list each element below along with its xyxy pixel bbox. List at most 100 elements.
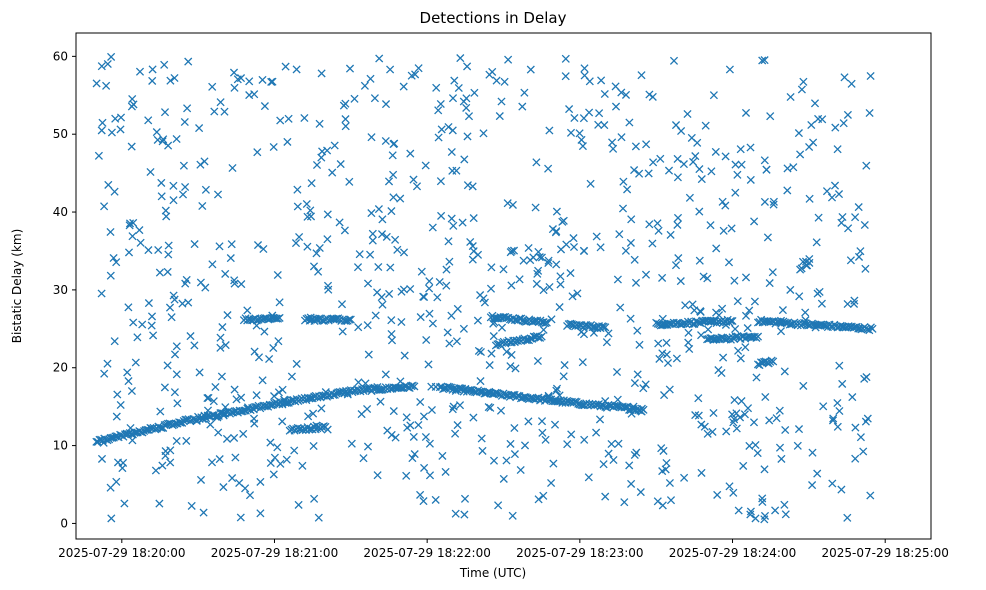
clutter-point — [801, 308, 810, 317]
clutter-point — [621, 246, 630, 255]
clutter-point — [135, 226, 144, 235]
clutter-point — [550, 420, 560, 429]
clutter-point — [107, 52, 116, 61]
track-point — [396, 383, 405, 392]
track-point — [588, 323, 597, 332]
clutter-point — [706, 221, 715, 230]
clutter-point — [149, 331, 158, 340]
clutter-point — [213, 190, 223, 199]
clutter-point — [600, 89, 609, 99]
clutter-point — [389, 170, 398, 179]
clutter-point — [276, 116, 285, 125]
clutter-point — [364, 350, 373, 359]
clutter-point — [761, 392, 770, 402]
clutter-point — [473, 316, 482, 325]
track-point — [95, 435, 104, 444]
clutter-point — [161, 451, 170, 460]
clutter-point — [256, 509, 265, 518]
clutter-point — [648, 239, 657, 248]
clutter-point — [602, 338, 611, 347]
clutter-point — [518, 102, 527, 111]
clutter-point — [389, 193, 398, 202]
clutter-point — [291, 239, 301, 248]
clutter-point — [208, 82, 217, 91]
clutter-point — [123, 368, 132, 377]
clutter-point — [865, 108, 874, 118]
clutter-point — [434, 133, 443, 142]
clutter-point — [760, 511, 770, 520]
clutter-point — [340, 226, 349, 235]
clutter-point — [750, 297, 759, 306]
clutter-point — [768, 268, 777, 277]
clutter-point — [548, 225, 557, 234]
clutter-point — [851, 213, 860, 222]
clutter-point — [437, 125, 446, 134]
clutter-point — [507, 350, 516, 359]
clutter-point — [338, 327, 347, 336]
track-point — [529, 332, 538, 341]
clutter-point — [366, 250, 375, 259]
clutter-point — [204, 393, 213, 402]
clutter-point — [751, 514, 760, 523]
clutter-point — [437, 211, 446, 220]
clutter-point — [843, 299, 852, 309]
track-point — [639, 405, 648, 414]
clutter-point — [537, 417, 547, 426]
clutter-point — [478, 446, 487, 455]
clutter-point — [604, 329, 613, 338]
clutter-point — [541, 435, 550, 444]
track-point — [520, 317, 529, 326]
clutter-point — [211, 382, 220, 392]
clutter-point — [813, 289, 822, 298]
clutter-point — [347, 439, 356, 448]
clutter-point — [508, 511, 517, 520]
clutter-point — [173, 399, 182, 408]
clutter-point — [448, 405, 457, 414]
clutter-point — [144, 116, 153, 125]
clutter-point — [700, 422, 709, 431]
clutter-point — [447, 311, 456, 320]
clutter-point — [160, 108, 170, 117]
clutter-point — [580, 64, 589, 73]
clutter-point — [111, 114, 120, 123]
clutter-point — [712, 244, 721, 253]
clutter-point — [399, 285, 408, 294]
clutter-point — [387, 329, 396, 339]
clutter-point — [552, 386, 561, 395]
clutter-point — [341, 122, 350, 131]
clutter-point — [102, 81, 111, 90]
clutter-point — [563, 440, 572, 449]
clutter-point — [218, 323, 227, 332]
clutter-point — [644, 169, 653, 178]
clutter-point — [566, 269, 575, 278]
clutter-point — [167, 313, 176, 322]
clutter-point — [851, 454, 860, 463]
clutter-point — [377, 230, 387, 239]
clutter-point — [399, 248, 409, 257]
clutter-point — [112, 477, 121, 486]
clutter-point — [531, 203, 540, 212]
clutter-point — [129, 318, 138, 327]
track-point — [707, 317, 716, 326]
clutter-point — [559, 216, 568, 225]
clutter-point — [623, 185, 632, 194]
clutter-point — [118, 464, 127, 473]
clutter-point — [97, 126, 106, 135]
clutter-point — [500, 77, 509, 86]
clutter-point — [808, 448, 817, 457]
clutter-point — [259, 244, 268, 254]
clutter-point — [317, 69, 326, 78]
clutter-point — [399, 82, 408, 91]
clutter-point — [697, 175, 706, 184]
clutter-point — [97, 62, 106, 71]
clutter-point — [789, 163, 798, 172]
clutter-point — [103, 59, 112, 69]
clutter-point — [258, 75, 267, 84]
clutter-point — [636, 488, 645, 497]
clutter-point — [406, 149, 415, 158]
clutter-point — [814, 213, 823, 222]
clutter-point — [673, 173, 682, 182]
clutter-point — [397, 317, 406, 327]
clutter-point — [254, 353, 264, 362]
clutter-point — [673, 220, 682, 229]
